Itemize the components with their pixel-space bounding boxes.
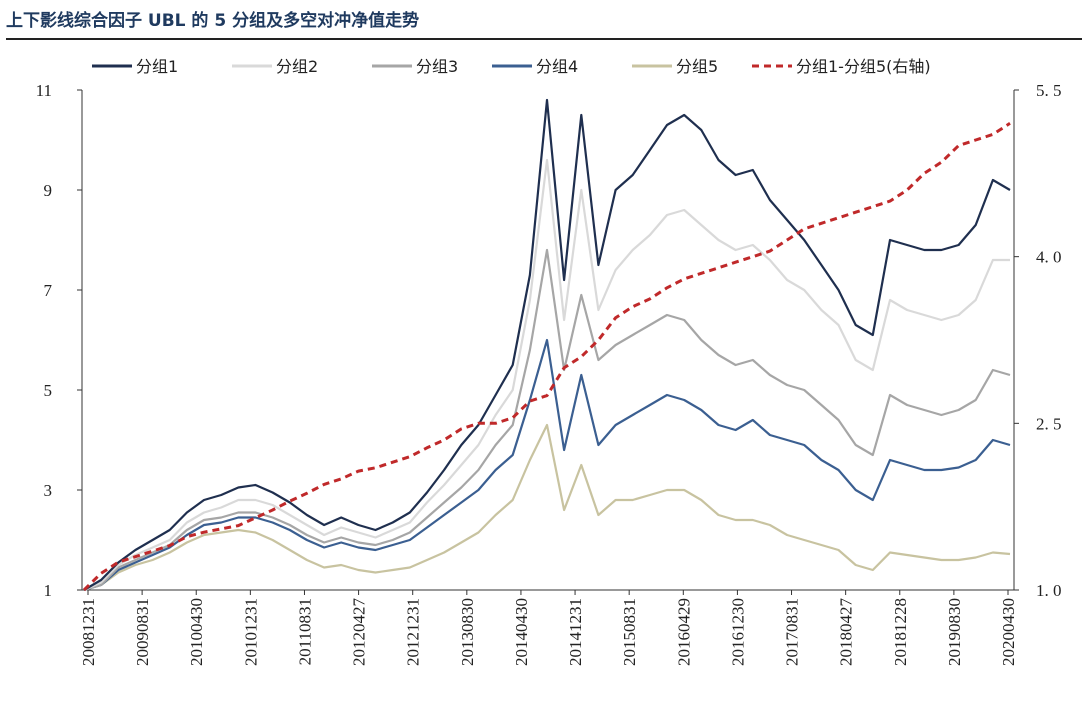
y2-tick-label: 1. 0 [1036, 581, 1062, 600]
x-tick-label: 20181228 [891, 598, 910, 666]
legend-label: 分组1 [136, 57, 178, 76]
series-line-6 [82, 122, 1011, 592]
x-tick-label: 20160429 [674, 598, 693, 666]
x-tick-label: 20200430 [999, 598, 1018, 666]
series-layer [82, 98, 1011, 592]
x-tick-label: 20140430 [512, 598, 531, 666]
x-tick-label: 20121231 [404, 598, 423, 666]
y-tick-label: 1 [44, 581, 53, 600]
x-tick-label: 20081231 [79, 598, 98, 666]
y-tick-label: 7 [44, 281, 53, 300]
y2-tick-label: 4. 0 [1036, 248, 1062, 267]
x-tick-label: 20130830 [458, 598, 477, 666]
axes-layer: 1 3 5 7 9 11 1. 0 2. 5 4. 0 5. 5 20081231 20090831 2… [36, 81, 1062, 666]
title-divider [6, 38, 1082, 40]
x-tick-label: 20110831 [295, 598, 314, 665]
x-tick-label: 20150831 [620, 598, 639, 666]
legend-label: 分组5 [676, 57, 718, 76]
series-line-1 [83, 98, 1011, 591]
legend-label: 分组2 [276, 57, 318, 76]
x-tick-label: 20180427 [837, 598, 856, 667]
y2-tick-label: 5. 5 [1036, 81, 1062, 100]
legend: 分组1 分组2 分组3 分组4 分组5 分组1-分组5(右轴) [92, 57, 931, 76]
legend-label: 分组4 [536, 57, 578, 76]
x-tick-label: 20090831 [133, 598, 152, 666]
y2-tick-label: 2. 5 [1036, 414, 1062, 433]
x-tick-label: 20190830 [945, 598, 964, 666]
series-line-2 [83, 158, 1010, 592]
y-tick-label: 3 [44, 481, 53, 500]
legend-label: 分组1-分组5(右轴) [796, 57, 931, 76]
x-tick-label: 20101231 [241, 598, 260, 666]
x-tick-label: 20100430 [187, 598, 206, 666]
x-tick-label: 20170831 [783, 598, 802, 666]
x-tick-label: 20161230 [728, 598, 747, 666]
y-tick-label: 9 [44, 181, 53, 200]
x-tick-label: 20120427 [350, 598, 369, 667]
series-line-3 [83, 248, 1011, 592]
y-tick-label: 5 [44, 381, 53, 400]
series-line-5 [83, 423, 1011, 592]
y-tick-label: 11 [36, 81, 52, 100]
legend-label: 分组3 [416, 57, 458, 76]
x-tick-label: 20141231 [566, 598, 585, 666]
chart-title: 上下影线综合因子 UBL 的 5 分组及多空对冲净值走势 [6, 11, 420, 31]
series-line-4 [83, 338, 1011, 592]
